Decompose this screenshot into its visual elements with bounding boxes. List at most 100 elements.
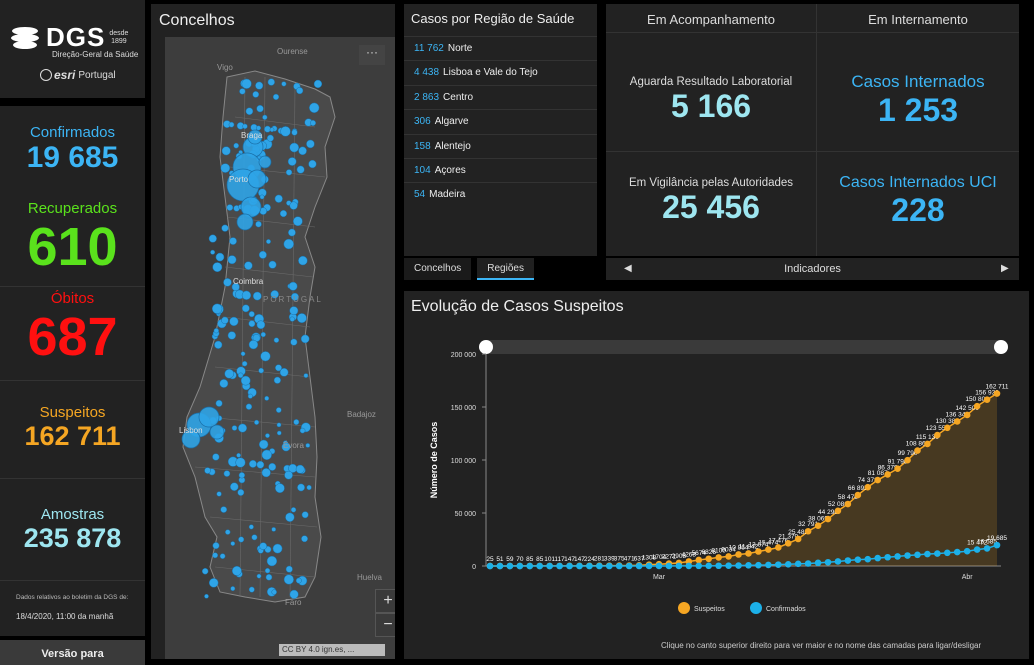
case-bubble (224, 368, 235, 379)
data-point-confirmados (884, 553, 891, 561)
case-bubble (270, 290, 279, 299)
case-bubble (301, 535, 308, 543)
case-bubble (289, 316, 295, 322)
data-label: 15 472 (967, 540, 987, 547)
separator (606, 32, 1019, 33)
case-bubble (284, 470, 293, 480)
separator (0, 380, 145, 381)
case-bubble (235, 457, 246, 468)
case-bubble (275, 407, 282, 413)
more-options-button[interactable]: ··· (359, 45, 385, 65)
tab-concelhos[interactable]: Concelhos (404, 258, 472, 280)
case-bubble (220, 163, 231, 173)
region-count: 104 (414, 164, 431, 176)
region-row[interactable]: 2 863 Centro (404, 84, 597, 109)
range-handle-left[interactable] (479, 340, 493, 354)
dgs-logo: DGS desde 1899 (10, 22, 128, 53)
region-count: 54 (414, 189, 426, 201)
data-label: 85 (526, 556, 534, 563)
data-point-confirmados (556, 562, 563, 570)
data-label: 58 476 (838, 494, 858, 501)
data-point-suspeitos (874, 476, 882, 484)
case-bubble (298, 146, 307, 156)
case-bubble (285, 565, 293, 573)
case-bubble (264, 125, 271, 133)
case-bubble (306, 484, 312, 491)
chart-canvas[interactable]: 0 50 000 100 000 150 000 200 000 Número de Ca… (404, 291, 1029, 659)
data-label: 108 865 (906, 441, 930, 448)
case-bubble (238, 472, 245, 479)
legend-marker-confirmados[interactable] (750, 602, 762, 614)
case-bubble (233, 142, 239, 149)
region-row[interactable]: 11 762 Norte (404, 36, 597, 60)
case-bubble (219, 553, 226, 559)
case-bubble (256, 573, 262, 579)
case-bubble (208, 578, 219, 588)
data-point-suspeitos (844, 500, 852, 508)
case-bubble (298, 255, 308, 266)
case-bubble (238, 536, 245, 543)
data-label: 150 804 (965, 396, 989, 403)
zoom-in-button[interactable]: + (375, 589, 395, 613)
map-attribution[interactable]: CC BY 4.0 ign.es, ... (279, 644, 385, 656)
map-canvas[interactable] (165, 37, 395, 659)
bulletin-date: 18/4/2020, 11:00 da manhã (16, 612, 114, 621)
data-label: 6826 (701, 549, 716, 556)
region-row[interactable]: 158 Alentejo (404, 133, 597, 158)
data-point-suspeitos (953, 418, 961, 425)
data-point-suspeitos (854, 491, 862, 499)
region-row[interactable]: 306 Algarve (404, 109, 597, 133)
data-label: 142 500 (955, 405, 979, 412)
region-count: 4 438 (414, 67, 440, 79)
case-bubble (259, 194, 265, 200)
case-bubble (230, 482, 239, 491)
region-name: Centro (443, 91, 474, 103)
vigilancia-value: 25 456 (662, 189, 760, 225)
case-bubble (281, 81, 287, 87)
data-point-suspeitos (725, 553, 732, 560)
case-bubble (274, 194, 283, 203)
case-bubble (231, 565, 242, 576)
stat-amostras: Amostras 235 878 (0, 506, 145, 554)
case-bubble (288, 228, 296, 237)
case-bubble (266, 239, 271, 244)
case-bubble-large (236, 213, 254, 231)
case-bubble (305, 443, 311, 448)
case-bubble (264, 567, 271, 574)
data-label: 17 476 (768, 537, 788, 544)
range-slider (486, 340, 1001, 354)
region-row[interactable]: 54 Madeira (404, 182, 597, 206)
case-bubble (310, 120, 316, 126)
case-bubble (271, 527, 276, 532)
range-handle-right[interactable] (994, 340, 1008, 354)
case-bubble (248, 586, 255, 593)
region-name: Madeira (429, 189, 466, 201)
data-point-confirmados (874, 554, 882, 562)
data-point-confirmados (973, 546, 981, 553)
prev-arrow-icon[interactable]: ◀ (624, 263, 632, 274)
next-arrow-icon[interactable]: ▶ (1001, 263, 1009, 274)
region-row[interactable]: 104 Açores (404, 157, 597, 182)
print-version-button[interactable]: Versão para (0, 640, 145, 665)
data-point-confirmados (914, 551, 921, 559)
data-point-confirmados (943, 549, 951, 557)
case-bubbles[interactable] (181, 78, 323, 599)
indicator-uci: Casos Internados UCI 228 (817, 174, 1019, 229)
data-label: 13 674 (748, 542, 768, 549)
legend-label-suspeitos[interactable]: Suspeitos (694, 606, 725, 613)
legend-label-confirmados[interactable]: Confirmados (766, 606, 806, 613)
case-bubble (258, 250, 267, 259)
y-tick-label: 150 000 (451, 405, 476, 412)
tab-regioes[interactable]: Regiões (477, 258, 534, 280)
case-bubble (266, 555, 278, 567)
data-point-suspeitos (774, 544, 782, 551)
separator (606, 151, 1019, 152)
map-view[interactable]: Ourense Vigo Braga Porto Coimbra PORTUGA… (165, 37, 395, 659)
region-row[interactable]: 4 438 Lisboa e Vale do Tejo (404, 60, 597, 84)
data-point-confirmados (755, 561, 762, 569)
data-label: 8100 (711, 547, 726, 554)
legend-marker-suspeitos[interactable] (678, 602, 690, 614)
data-point-confirmados (735, 562, 742, 569)
case-bubble (248, 311, 255, 318)
zoom-out-button[interactable]: − (375, 613, 395, 637)
